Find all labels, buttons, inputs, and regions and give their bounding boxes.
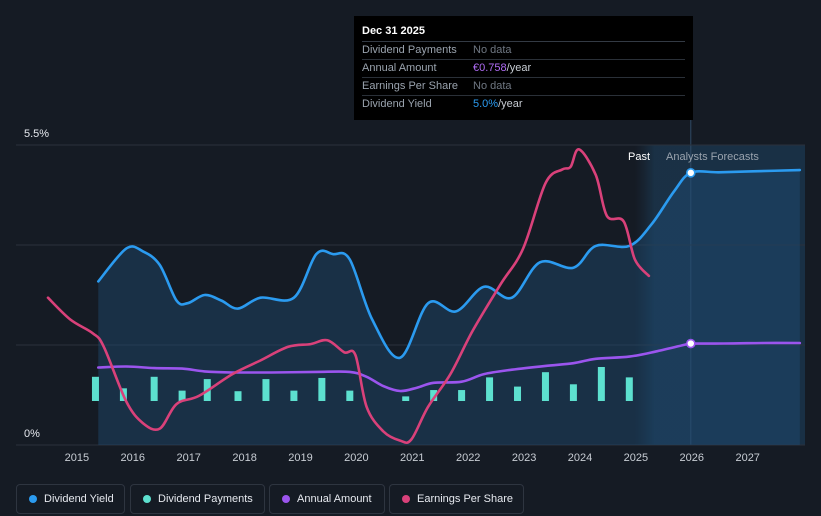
dividend-payment-bar <box>178 390 186 401</box>
legend-dot-icon <box>282 495 290 503</box>
tooltip-row: Dividend Yield 5.0%/year <box>362 96 685 113</box>
tooltip-row: Dividend Payments No data <box>362 42 685 60</box>
dividend-payment-bar <box>597 367 605 401</box>
x-tick-label: 2016 <box>121 452 145 464</box>
legend-label: Dividend Yield <box>44 493 114 505</box>
tooltip-label: Dividend Payments <box>362 44 457 56</box>
earnings-per-share-line <box>46 148 651 445</box>
legend-dividend-payments[interactable]: Dividend Payments <box>130 484 265 514</box>
x-tick-label: 2022 <box>456 452 480 464</box>
tooltip-value: 5.0% <box>473 98 499 110</box>
dividend-payment-bar <box>234 391 242 401</box>
dividend-payment-bar <box>402 396 410 401</box>
dividend-payment-bar <box>569 384 577 401</box>
tooltip-value: No data <box>473 44 512 56</box>
dividend-payment-bar <box>625 377 633 401</box>
legend-label: Annual Amount <box>297 493 372 505</box>
dividend-payment-bar <box>541 372 549 401</box>
x-tick-label: 2018 <box>232 452 256 464</box>
legend-label: Dividend Payments <box>158 493 253 505</box>
dividend-payment-bar <box>486 377 494 401</box>
x-tick-label: 2023 <box>512 452 536 464</box>
x-tick-label: 2015 <box>65 452 89 464</box>
x-tick-label: 2026 <box>680 452 704 464</box>
dividend-yield-line <box>97 168 802 360</box>
dividend-yield-area <box>98 170 800 445</box>
dividend-payment-bar <box>318 377 326 401</box>
y-tick-label: 5.5% <box>24 128 49 140</box>
legend-dot-icon <box>29 495 37 503</box>
x-tick-label: 2027 <box>735 452 759 464</box>
dividend-payment-bar <box>346 390 354 401</box>
annual-amount-marker <box>685 338 696 349</box>
legend-dividend-yield[interactable]: Dividend Yield <box>16 484 125 514</box>
dividend-payment-bar <box>150 376 158 401</box>
past-label: Past <box>628 151 650 163</box>
tooltip-label: Annual Amount <box>362 62 437 74</box>
tooltip-value: €0.758 <box>473 62 507 74</box>
annual-amount-line <box>97 341 802 393</box>
dividend-payment-bar <box>290 390 298 401</box>
forecast-label: Analysts Forecasts <box>666 151 759 163</box>
dividend-yield-marker <box>685 168 696 178</box>
tooltip-label: Earnings Per Share <box>362 80 458 92</box>
dividend-payment-bar <box>91 376 99 401</box>
legend-earnings-per-share[interactable]: Earnings Per Share <box>389 484 524 514</box>
x-tick-label: 2024 <box>568 452 592 464</box>
data-tooltip: Dec 31 2025 Dividend Payments No data An… <box>354 16 693 120</box>
legend-dot-icon <box>143 495 151 503</box>
x-tick-label: 2019 <box>288 452 312 464</box>
tooltip-unit: /year <box>498 98 523 110</box>
tooltip-row: Earnings Per Share No data <box>362 78 685 96</box>
forecast-region <box>690 145 805 445</box>
legend-label: Earnings Per Share <box>417 493 513 505</box>
tooltip-date: Dec 31 2025 <box>362 23 685 42</box>
x-tick-label: 2021 <box>400 452 424 464</box>
dividend-payment-bar <box>514 386 522 401</box>
legend-annual-amount[interactable]: Annual Amount <box>269 484 385 514</box>
tooltip-row: Annual Amount €0.758/year <box>362 60 685 78</box>
tooltip-value: No data <box>473 80 512 92</box>
dividend-payment-bar <box>262 379 270 401</box>
tooltip-label: Dividend Yield <box>362 98 432 110</box>
y-tick-label: 0% <box>24 428 40 440</box>
tooltip-unit: /year <box>506 62 532 74</box>
past-forecast-band <box>634 145 691 445</box>
legend-dot-icon <box>402 495 410 503</box>
x-tick-label: 2017 <box>176 452 200 464</box>
dividend-payment-bar <box>430 390 438 401</box>
x-tick-label: 2020 <box>344 452 368 464</box>
dividend-payment-bar <box>458 390 466 401</box>
x-tick-label: 2025 <box>624 452 648 464</box>
